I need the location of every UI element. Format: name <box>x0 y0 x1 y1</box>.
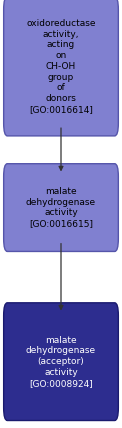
FancyBboxPatch shape <box>4 303 118 420</box>
Text: malate
dehydrogenase
(acceptor)
activity
[GO:0008924]: malate dehydrogenase (acceptor) activity… <box>26 336 96 388</box>
Text: malate
dehydrogenase
activity
[GO:0016615]: malate dehydrogenase activity [GO:001661… <box>26 187 96 228</box>
FancyBboxPatch shape <box>4 164 118 252</box>
FancyBboxPatch shape <box>4 0 118 136</box>
Text: oxidoreductase
activity,
acting
on
CH-OH
group
of
donors
[GO:0016614]: oxidoreductase activity, acting on CH-OH… <box>26 19 96 114</box>
